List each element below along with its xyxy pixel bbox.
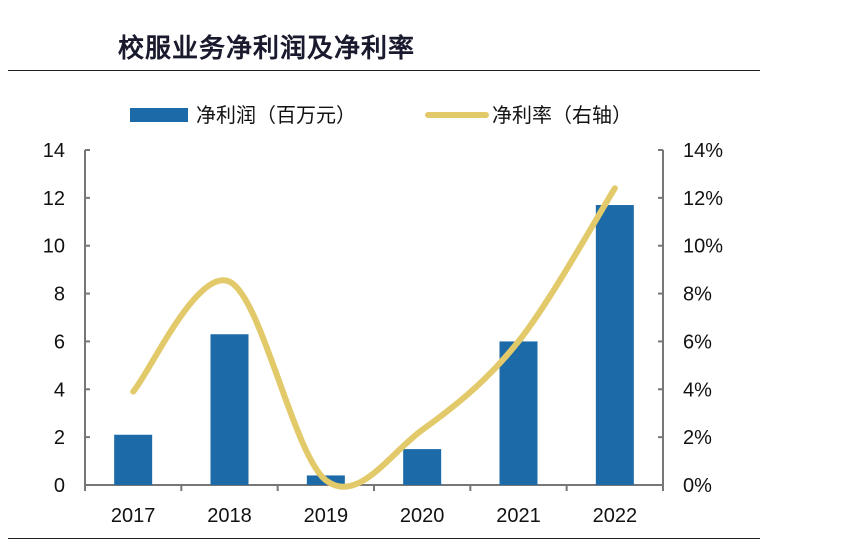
- right-tick-label: 8%: [683, 284, 712, 306]
- legend-label-net-profit: 净利润（百万元）: [196, 103, 356, 127]
- net-margin-line: [130, 185, 618, 490]
- x-tick-label: 2018: [207, 505, 252, 527]
- right-tick-label: 6%: [683, 331, 712, 353]
- legend-label-net-margin: 净利率（右轴）: [492, 103, 632, 127]
- right-tick-label: 10%: [683, 236, 723, 258]
- bar: [114, 434, 153, 485]
- left-tick-label: 8: [54, 284, 65, 306]
- x-tick-label: 2022: [593, 505, 638, 527]
- left-tick-label: 0: [54, 475, 65, 497]
- legend-swatch-net-profit: [130, 108, 188, 122]
- bar: [210, 334, 249, 485]
- title-divider: [8, 70, 760, 71]
- left-tick-label: 2: [54, 427, 65, 449]
- right-tick-label: 2%: [683, 427, 712, 449]
- bar: [403, 449, 442, 485]
- bar: [499, 341, 538, 485]
- left-tick-label: 10: [43, 236, 65, 258]
- bar: [595, 205, 634, 486]
- right-tick-label: 4%: [683, 379, 712, 401]
- x-tick-label: 2021: [496, 505, 541, 527]
- x-tick-label: 2019: [304, 505, 349, 527]
- right-tick-label: 12%: [683, 188, 723, 210]
- right-tick-label: 14%: [683, 140, 723, 162]
- right-tick-label: 0%: [683, 475, 712, 497]
- left-tick-label: 6: [54, 331, 65, 353]
- bottom-divider: [8, 538, 760, 539]
- x-tick-label: 2020: [400, 505, 445, 527]
- left-tick-label: 14: [43, 140, 65, 162]
- left-tick-label: 4: [54, 379, 65, 401]
- left-tick-label: 12: [43, 188, 65, 210]
- x-tick-label: 2017: [111, 505, 156, 527]
- chart-title: 校服业务净利润及净利率: [118, 34, 416, 64]
